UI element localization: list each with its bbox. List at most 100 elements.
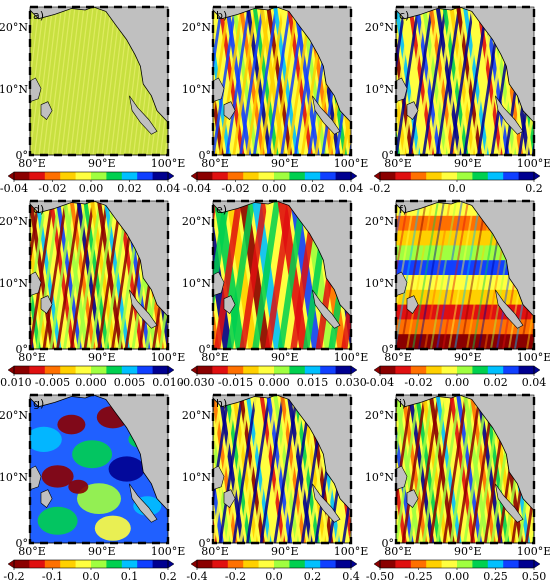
- land-shape: [495, 95, 524, 135]
- lat-tick-label: 10°N: [0, 277, 28, 290]
- lat-tick-label: 20°N: [0, 409, 28, 422]
- land-shape: [312, 289, 341, 329]
- lat-tick-label: 0°: [382, 343, 395, 356]
- colorbar-tick-label: 0.00: [445, 570, 470, 581]
- land-shape: [129, 289, 158, 329]
- lat-tick-label: 0°: [199, 343, 212, 356]
- panel-label: h): [216, 397, 227, 410]
- lon-tick-label: 100°E: [334, 351, 369, 364]
- map-panel: h) 20°N 10°N 0° 80°E 90°E 100°E -0.4 -0.2 0.0 0.2 0…: [182, 388, 368, 581]
- lat-tick-label: 20°N: [0, 21, 28, 34]
- panel-label: g): [33, 397, 44, 410]
- colorbar-tick-label: 0.50: [522, 570, 547, 581]
- panel-label: i): [399, 397, 406, 410]
- map-svg: c) 20°N 10°N 0°80°E 90°E 100°E -0.2 0.0 0.2: [365, 5, 550, 195]
- colorbar-tick-label: 0.0: [265, 570, 283, 581]
- map-svg: f) 20°N 10°N 0°80°E 90°E 100°E -0.04 -0.02 0.00 0…: [365, 199, 550, 389]
- lat-tick-label: 0°: [199, 149, 212, 162]
- lon-tick-label: 90°E: [271, 351, 299, 364]
- colorbar-tick-label: 0.02: [117, 182, 142, 195]
- lat-tick-label: 0°: [16, 149, 29, 162]
- map-panel: a) 20°N 10°N 0° 80°E 90°E 100°E -0.04 -0.02 0.00 0…: [0, 0, 185, 195]
- lon-tick-label: 90°E: [271, 545, 299, 558]
- colorbar-tick-label: 0.0: [448, 182, 466, 195]
- panel-label: d): [33, 203, 44, 216]
- lon-tick-label: 90°E: [454, 157, 482, 170]
- colorbar-tick-label: -0.005: [35, 376, 70, 389]
- colorbar-tick-label: 0.02: [300, 182, 325, 195]
- land-shape: [495, 483, 524, 523]
- land-shape: [223, 295, 236, 314]
- colorbar-tick-label: 0.2: [525, 182, 543, 195]
- map-svg: d) 20°N 10°N 0°80°E 90°E 100°E -0.010-0.005 0.0…: [0, 199, 185, 389]
- colorbar-tick-label: 0.015: [297, 376, 329, 389]
- lat-tick-label: 10°N: [182, 83, 211, 96]
- lon-tick-label: 80°E: [201, 545, 229, 558]
- colorbar-tick-label: -0.030: [179, 376, 214, 389]
- colorbar-tick-label: -0.04: [183, 182, 211, 195]
- map-svg: i) 20°N 10°N 0°80°E 90°E 100°E -0.50 -0.25 0.00 0…: [365, 393, 550, 581]
- map-panel: b) 20°N 10°N 0° 80°E 90°E 100°E -0.04 -0.02 0.00 0…: [182, 0, 368, 195]
- colorbar-tick-label: -0.02: [38, 182, 66, 195]
- lon-tick-label: 80°E: [384, 351, 412, 364]
- lon-tick-label: 100°E: [151, 351, 186, 364]
- lon-tick-label: 80°E: [18, 545, 46, 558]
- map-svg: g) 20°N 10°N 0°80°E 90°E 100°E -0.2 -0.1 0.0 0.1 0…: [0, 393, 185, 581]
- colorbar-tick-label: 0.04: [339, 182, 364, 195]
- map-panel: f) 20°N 10°N 0° 80°E 90°E 100°E -0.04 -0.02 0.00 0…: [365, 194, 550, 389]
- lon-tick-label: 100°E: [151, 157, 186, 170]
- colorbar-tick-label: -0.010: [0, 376, 32, 389]
- lat-tick-label: 20°N: [0, 215, 28, 228]
- map-svg: e) 20°N 10°N 0°80°E 90°E 100°E -0.030 -0.015 0.0…: [179, 199, 368, 389]
- lon-tick-label: 90°E: [271, 157, 299, 170]
- lon-tick-label: 80°E: [18, 351, 46, 364]
- lon-tick-label: 100°E: [334, 545, 369, 558]
- colorbar-tick-label: 0.1: [121, 570, 139, 581]
- lat-tick-label: 10°N: [182, 471, 211, 484]
- panel-label: e): [216, 203, 227, 216]
- lon-tick-label: 100°E: [517, 351, 550, 364]
- lon-tick-label: 90°E: [88, 351, 116, 364]
- lon-tick-label: 90°E: [88, 157, 116, 170]
- colorbar-tick-label: 0.000: [258, 376, 290, 389]
- lat-tick-label: 20°N: [182, 21, 211, 34]
- colorbar-tick-label: 0.00: [79, 182, 104, 195]
- colorbar-tick-label: -0.02: [221, 182, 249, 195]
- map-panel: c) 20°N 10°N 0° 80°E 90°E 100°E -0.2 0.0 0.2: [365, 0, 550, 195]
- colorbar-tick-label: 0.25: [483, 570, 508, 581]
- colorbar-tick-label: -0.02: [404, 376, 432, 389]
- lat-tick-label: 20°N: [182, 215, 211, 228]
- colorbar-tick-label: 0.000: [75, 376, 107, 389]
- map-svg: h) 20°N 10°N 0°80°E 90°E 100°E -0.4 -0.2 0.0 0.2 0…: [182, 393, 368, 581]
- map-panel: d) 20°N 10°N 0°80°E 90°E 100°E -0.010-0.005 0.0…: [0, 194, 185, 389]
- colorbar-tick-label: 0.04: [522, 376, 547, 389]
- colorbar-tick-label: 0.005: [114, 376, 146, 389]
- panel-label: c): [399, 9, 409, 22]
- lat-tick-label: 0°: [16, 537, 29, 550]
- map-svg: a) 20°N 10°N 0°80°E 90°E 100°E -0.04 -0.02 0.00 0…: [0, 5, 185, 195]
- panel-label: f): [399, 203, 407, 216]
- land-shape: [129, 483, 158, 523]
- colorbar-tick-label: -0.04: [0, 182, 28, 195]
- colorbar-tick-label: 0.2: [159, 570, 177, 581]
- colorbar-tick-label: -0.1: [42, 570, 63, 581]
- lon-tick-label: 100°E: [334, 157, 369, 170]
- land-shape: [223, 489, 236, 508]
- lon-tick-label: 90°E: [454, 545, 482, 558]
- colorbar-tick-label: 0.04: [156, 182, 181, 195]
- lat-tick-label: 10°N: [365, 277, 394, 290]
- lat-tick-label: 0°: [382, 149, 395, 162]
- lat-tick-label: 10°N: [365, 471, 394, 484]
- map-panel: g) 20°N 10°N 0° 80°E 90°E 100°E -0.2 -0.1 0.0 0.1 0…: [0, 388, 185, 581]
- colorbar-tick-label: 0.2: [304, 570, 322, 581]
- land-shape: [40, 101, 53, 120]
- lon-tick-label: 80°E: [384, 157, 412, 170]
- land-shape: [312, 95, 341, 135]
- map-panel: i) 20°N 10°N 0° 80°E 90°E 100°E -0.50 -0.25 0.00 0…: [365, 388, 550, 581]
- map-svg: b) 20°N 10°N 0°80°E 90°E 100°E -0.04 -0.02 0.00 0…: [182, 5, 368, 195]
- colorbar-tick-label: 0.0: [82, 570, 100, 581]
- colorbar-tick-label: 0.010: [152, 376, 184, 389]
- lat-tick-label: 10°N: [182, 277, 211, 290]
- colorbar-tick-label: 0.4: [342, 570, 360, 581]
- lon-tick-label: 100°E: [151, 545, 186, 558]
